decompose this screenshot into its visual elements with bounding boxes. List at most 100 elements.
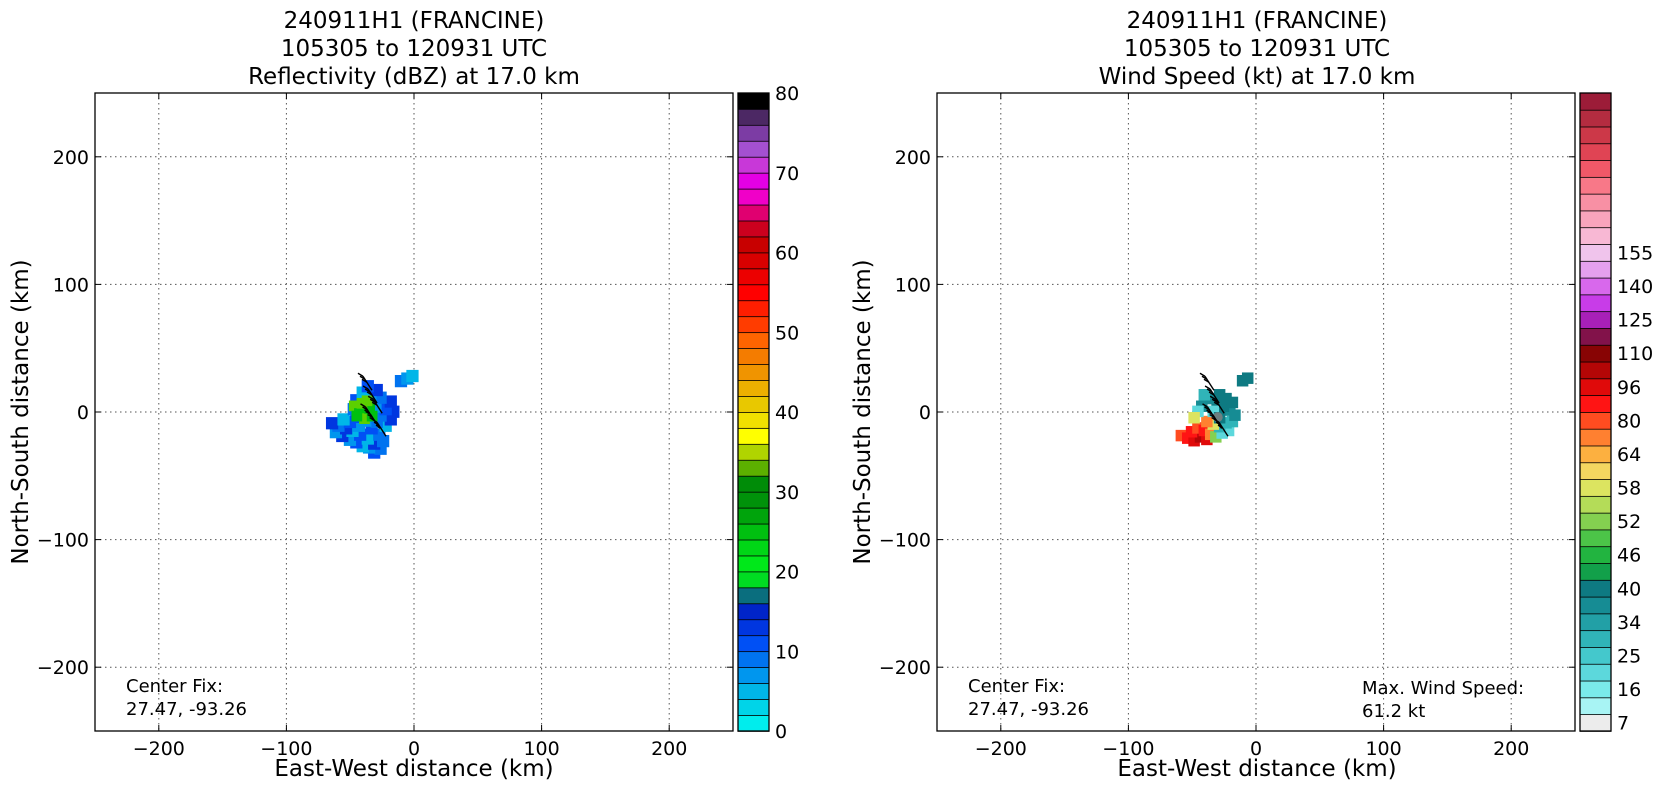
right-gridlines — [937, 93, 1575, 731]
colorbar-segment — [737, 666, 770, 684]
wind-speed-cell — [1217, 400, 1230, 412]
wind-barb — [1209, 395, 1225, 414]
colorbar-segment — [1579, 142, 1612, 161]
colorbar-segment — [737, 299, 770, 318]
colorbar-segment — [1579, 545, 1612, 564]
x-tick-label: −100 — [1102, 738, 1154, 760]
colorbar-segment — [737, 491, 770, 509]
colorbar-segment — [737, 411, 770, 429]
right-x-axis-label: East-West distance (km) — [1117, 756, 1396, 782]
colorbar-segment — [1579, 596, 1612, 615]
wind-speed-cell — [1226, 415, 1239, 428]
wind-speed-cell — [1181, 432, 1194, 444]
colorbar-segment — [737, 698, 770, 716]
y-tick-label: −200 — [879, 657, 931, 679]
colorbar-tick-label: 50 — [775, 322, 799, 344]
wind-barb — [1204, 385, 1220, 404]
wind-speed-cell — [1222, 424, 1235, 437]
colorbar-segment — [737, 618, 770, 637]
y-tick-label: −100 — [879, 530, 931, 552]
reflectivity-panel: 240911H1 (FRANCINE) 105305 to 120931 UTC… — [8, 8, 799, 782]
colorbar-segment — [737, 124, 770, 142]
wind-speed-cell — [1188, 412, 1200, 424]
x-tick-label: −100 — [260, 738, 312, 760]
colorbar-segment — [1579, 495, 1612, 514]
wind-speed-cell — [1175, 429, 1188, 442]
colorbar-tick-label: 40 — [1617, 578, 1641, 600]
left-x-axis-label: East-West distance (km) — [274, 756, 553, 782]
left-colorbar-ticks: 0 10 20 30 40 50 60 70 80 — [775, 83, 799, 743]
colorbar-segment — [737, 682, 770, 700]
x-tick-label: 0 — [408, 738, 420, 760]
colorbar-tick-label: 155 — [1617, 243, 1653, 265]
colorbar-segment — [1579, 394, 1612, 413]
colorbar-segment — [1579, 428, 1612, 447]
right-colorbar — [1579, 92, 1612, 732]
x-tick-label: 100 — [523, 738, 559, 760]
colorbar-frame — [737, 92, 770, 732]
colorbar-segment — [1579, 277, 1612, 296]
y-tick-label: 100 — [895, 274, 931, 296]
colorbar-tick-label: 125 — [1617, 310, 1653, 332]
colorbar-segment — [737, 507, 770, 525]
wind-speed-cell — [1204, 392, 1217, 405]
colorbar-segment — [1579, 176, 1612, 195]
wind-speed-cell — [1210, 431, 1222, 443]
left-reflectivity-field — [325, 369, 419, 459]
colorbar-tick-label: 34 — [1617, 612, 1641, 634]
wind-speed-cell — [1198, 389, 1211, 401]
colorbar-segment — [737, 587, 770, 605]
colorbar-segment — [1579, 126, 1612, 145]
colorbar-segment — [1579, 344, 1612, 363]
colorbar-segment — [1579, 361, 1612, 380]
colorbar-segment — [1579, 461, 1612, 480]
colorbar-segment — [1579, 210, 1612, 229]
colorbar-segment — [737, 539, 770, 557]
colorbar-tick-label: 16 — [1617, 679, 1641, 701]
y-tick-label: 0 — [919, 402, 931, 424]
colorbar-segment — [737, 555, 770, 573]
colorbar-segment — [1579, 260, 1612, 279]
colorbar-segment — [737, 395, 770, 413]
right-wind-speed-field — [1175, 372, 1254, 447]
colorbar-segment — [1579, 378, 1612, 397]
x-tick-label: 200 — [651, 738, 687, 760]
colorbar-segment — [737, 315, 770, 334]
colorbar-segment — [1579, 663, 1612, 682]
colorbar-segment — [737, 140, 770, 158]
right-center-fix-value: 27.47, -93.26 — [968, 699, 1089, 720]
colorbar-tick-label: 40 — [775, 402, 799, 424]
colorbar-segment — [1579, 646, 1612, 665]
reflectivity-core-cell — [348, 400, 360, 412]
colorbar-segment — [737, 268, 770, 286]
colorbar-segment — [1579, 92, 1612, 111]
colorbar-tick-label: 0 — [775, 721, 787, 743]
colorbar-segment — [737, 714, 770, 732]
colorbar-tick-label: 80 — [1617, 410, 1641, 432]
colorbar-segment — [737, 108, 770, 126]
colorbar-tick-label: 70 — [775, 163, 799, 185]
colorbar-segment — [1579, 243, 1612, 262]
colorbar-segment — [1579, 680, 1612, 699]
wind-speed-cell — [1207, 418, 1219, 430]
colorbar-segment — [1579, 310, 1612, 329]
left-center-fix-value: 27.47, -93.26 — [126, 699, 247, 720]
reflectivity-core-cell — [361, 395, 373, 407]
colorbar-segment — [737, 188, 770, 206]
reflectivity-core-cell — [359, 413, 370, 424]
colorbar-segment — [737, 523, 770, 541]
colorbar-segment — [1579, 159, 1612, 178]
colorbar-segment — [1579, 562, 1612, 581]
colorbar-segment — [1579, 579, 1612, 598]
colorbar-frame — [1579, 92, 1612, 732]
colorbar-tick-label: 46 — [1617, 545, 1641, 567]
y-tick-label: 100 — [53, 274, 89, 296]
left-title-line-3: Reflectivity (dBZ) at 17.0 km — [248, 64, 580, 90]
colorbar-segment — [737, 427, 770, 445]
colorbar-segment — [1579, 109, 1612, 128]
right-center-fix-label: Center Fix: — [968, 676, 1065, 697]
wind-speed-cell — [1192, 405, 1204, 418]
colorbar-segment — [1579, 478, 1612, 497]
colorbar-segment — [737, 283, 770, 302]
reflectivity-cell — [325, 417, 339, 430]
